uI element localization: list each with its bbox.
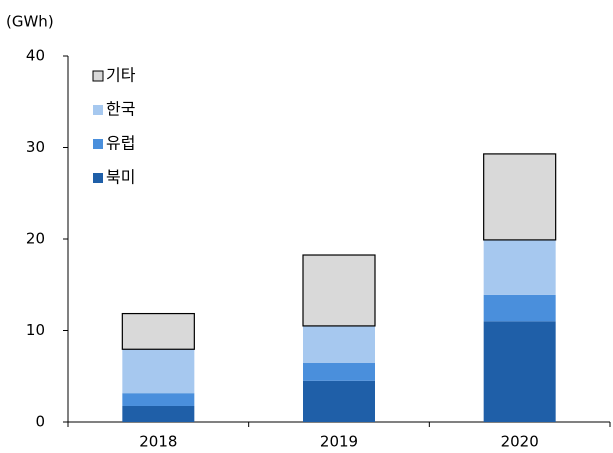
bar-segment (483, 321, 556, 422)
bar-segment (122, 405, 195, 422)
bar-segment (483, 153, 557, 241)
bar-segment (121, 312, 195, 350)
bar-segment (303, 380, 375, 422)
y-tick-label: 20 (26, 230, 45, 248)
legend-swatch (93, 105, 103, 115)
legend-label: 한국 (106, 100, 135, 119)
legend-swatch (92, 70, 104, 82)
y-tick-label: 30 (26, 138, 45, 156)
legend-swatch (93, 173, 103, 183)
y-tick-label: 40 (26, 47, 45, 65)
x-tick-label: 2020 (501, 433, 539, 451)
bar-segment (303, 362, 375, 381)
x-tick-label: 2018 (139, 433, 177, 451)
legend: 북미 유럽 한국 기타 (92, 66, 136, 187)
bar-segment (303, 325, 375, 363)
legend-swatch (93, 139, 103, 149)
bar-segment (122, 349, 195, 394)
y-axis-label: (GWh) (6, 13, 54, 31)
y-tick-label: 0 (35, 413, 45, 431)
bar-segment (483, 239, 556, 295)
legend-label: 기타 (106, 66, 136, 85)
legend-label: 북미 (106, 168, 135, 187)
x-tick-label: 2019 (320, 433, 358, 451)
bar-segment (122, 393, 195, 406)
bar-segment (302, 254, 376, 327)
y-tick-label: 10 (26, 321, 45, 339)
bar-segment (483, 294, 556, 322)
legend-label: 유럽 (106, 134, 135, 153)
